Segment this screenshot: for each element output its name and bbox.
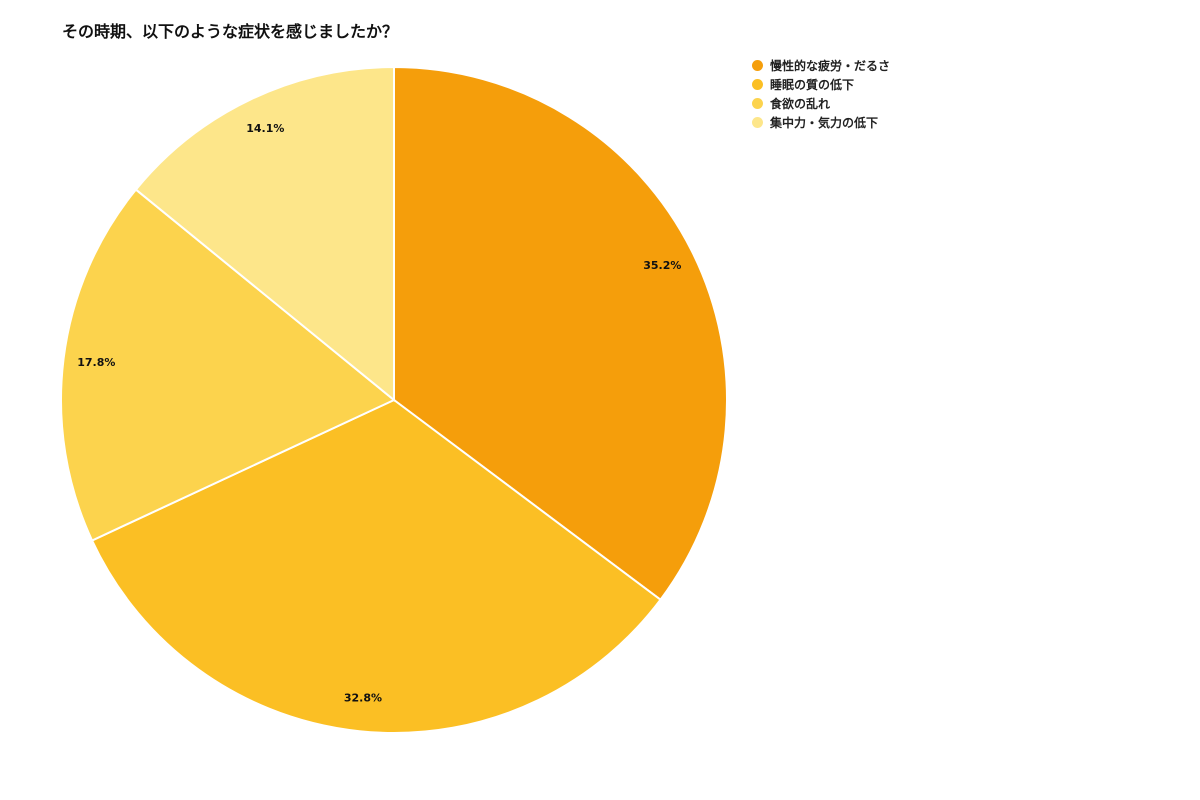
pie-slice — [90, 398, 662, 734]
legend-item: 慢性的な疲労・だるさ — [752, 56, 890, 75]
legend-swatch — [752, 79, 763, 90]
pie-slice — [134, 65, 395, 403]
pie-slice — [393, 65, 728, 602]
pie-slice — [60, 188, 396, 542]
chart-title: その時期、以下のような症状を感じましたか？ — [62, 22, 399, 41]
legend: 慢性的な疲労・だるさ 睡眠の質の低下 食欲の乱れ 集中力・気力の低下 — [752, 56, 890, 132]
slice-data-label: 32.8% — [344, 691, 382, 704]
legend-swatch — [752, 60, 763, 71]
slice-data-label: 17.8% — [77, 356, 115, 369]
legend-label: 集中力・気力の低下 — [770, 116, 879, 130]
legend-item: 集中力・気力の低下 — [752, 113, 890, 132]
slice-data-label: 35.2% — [643, 259, 681, 272]
legend-item: 食欲の乱れ — [752, 94, 890, 113]
legend-label: 食欲の乱れ — [770, 97, 831, 111]
legend-label: 慢性的な疲労・だるさ — [770, 59, 891, 73]
legend-swatch — [752, 117, 763, 128]
legend-label: 睡眠の質の低下 — [770, 78, 855, 92]
legend-item: 睡眠の質の低下 — [752, 75, 890, 94]
slice-data-label: 14.1% — [246, 122, 284, 135]
legend-swatch — [752, 98, 763, 109]
